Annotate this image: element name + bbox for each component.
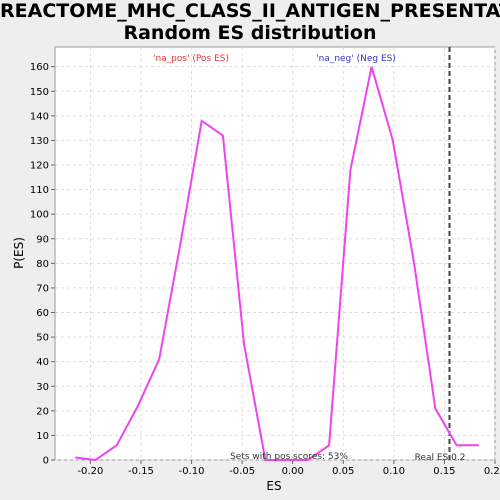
y-tick-label: 110 <box>30 185 49 196</box>
y-tick-label: 90 <box>36 234 49 245</box>
y-tick-label: 80 <box>36 259 49 270</box>
x-tick-label: 0.05 <box>332 466 354 477</box>
y-tick-label: 50 <box>36 333 49 344</box>
x-tick-label: -0.15 <box>128 466 154 477</box>
chart-title-line2: Random ES distribution <box>123 22 377 44</box>
neg-es-label: 'na_neg' (Neg ES) <box>316 54 396 64</box>
y-tick-label: 40 <box>36 357 49 368</box>
x-tick-label: -0.05 <box>229 466 255 477</box>
sets-pos-scores-label: Sets with pos scores: 53% <box>230 452 348 462</box>
x-tick-label: -0.20 <box>77 466 103 477</box>
x-tick-label: 0.00 <box>282 466 304 477</box>
y-tick-label: 20 <box>36 406 49 417</box>
y-axis-title: P(ES) <box>12 237 26 269</box>
y-tick-label: 130 <box>30 136 49 147</box>
real-es-label: Real ES 0.2 <box>415 453 466 463</box>
chart-title-line1: REACTOME_MHC_CLASS_II_ANTIGEN_PRESENTATI… <box>0 0 500 22</box>
x-axis-ticks: -0.20 -0.15 -0.10 -0.05 0.00 0.05 0.10 0.15 0.20 <box>77 460 500 477</box>
y-tick-label: 140 <box>30 111 49 122</box>
y-tick-label: 150 <box>30 87 49 98</box>
plot-area <box>54 46 496 461</box>
x-tick-label: 0.20 <box>484 466 500 477</box>
y-tick-label: 120 <box>30 161 49 172</box>
y-tick-label: 10 <box>36 431 49 442</box>
x-tick-label: -0.10 <box>179 466 205 477</box>
y-tick-label: 30 <box>36 382 49 393</box>
series-line <box>75 66 479 462</box>
x-axis-title: ES <box>266 479 281 493</box>
y-tick-label: 70 <box>36 283 49 294</box>
x-tick-label: 0.10 <box>383 466 405 477</box>
pos-es-label: 'na_pos' (Pos ES) <box>153 54 229 64</box>
chart-title: REACTOME_MHC_CLASS_II_ANTIGEN_PRESENTATI… <box>0 0 500 44</box>
y-tick-label: 100 <box>30 210 49 221</box>
y-tick-label: 160 <box>30 62 49 73</box>
y-tick-label: 0 <box>43 456 49 467</box>
y-tick-label: 60 <box>36 308 49 319</box>
x-tick-label: 0.15 <box>433 466 455 477</box>
y-axis-ticks: 0 10 20 30 40 50 60 70 80 90 100 110 120 130 140 150 160 <box>30 62 55 467</box>
grid-lines <box>55 47 496 461</box>
